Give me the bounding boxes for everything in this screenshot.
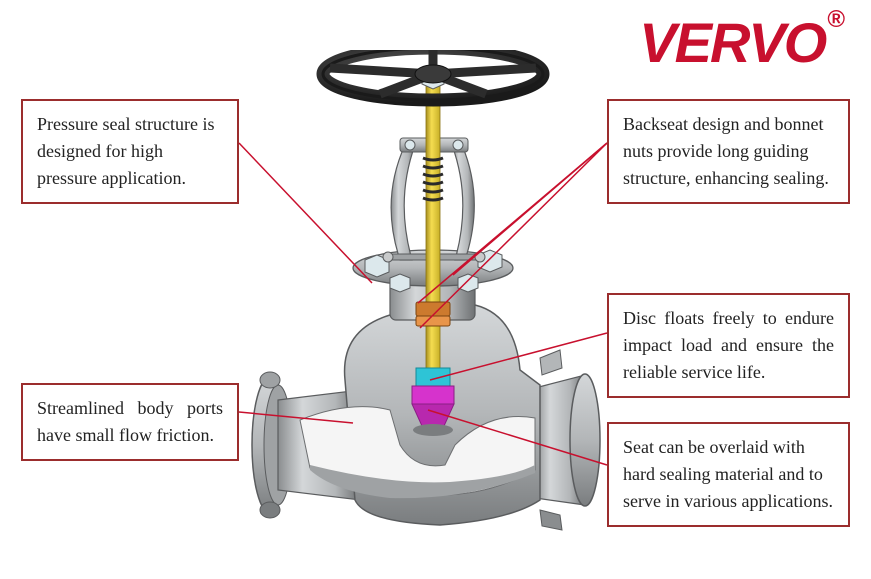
callout-pressure-seal: Pressure seal structure is designed for … xyxy=(21,99,239,204)
trademark-symbol: ® xyxy=(827,6,843,33)
callout-text: Seat can be overlaid with hard sealing m… xyxy=(623,437,833,511)
callout-text: Streamlined body ports have small flow f… xyxy=(37,398,223,445)
callout-seat: Seat can be overlaid with hard sealing m… xyxy=(607,422,850,527)
valve-seat xyxy=(413,424,453,436)
callout-text: Backseat design and bonnet nuts provide … xyxy=(623,114,829,188)
logo-text: VERVO xyxy=(639,11,825,74)
callout-text: Disc floats freely to endure impact load… xyxy=(623,308,834,382)
brand-logo: VERVO® xyxy=(639,10,841,75)
seal-ring xyxy=(416,302,450,316)
gasket xyxy=(416,368,450,386)
callout-text: Pressure seal structure is designed for … xyxy=(37,114,214,188)
valve-diagram xyxy=(240,50,610,560)
callout-disc: Disc floats freely to endure impact load… xyxy=(607,293,850,398)
callout-body-ports: Streamlined body ports have small flow f… xyxy=(21,383,239,461)
callout-backseat: Backseat design and bonnet nuts provide … xyxy=(607,99,850,204)
